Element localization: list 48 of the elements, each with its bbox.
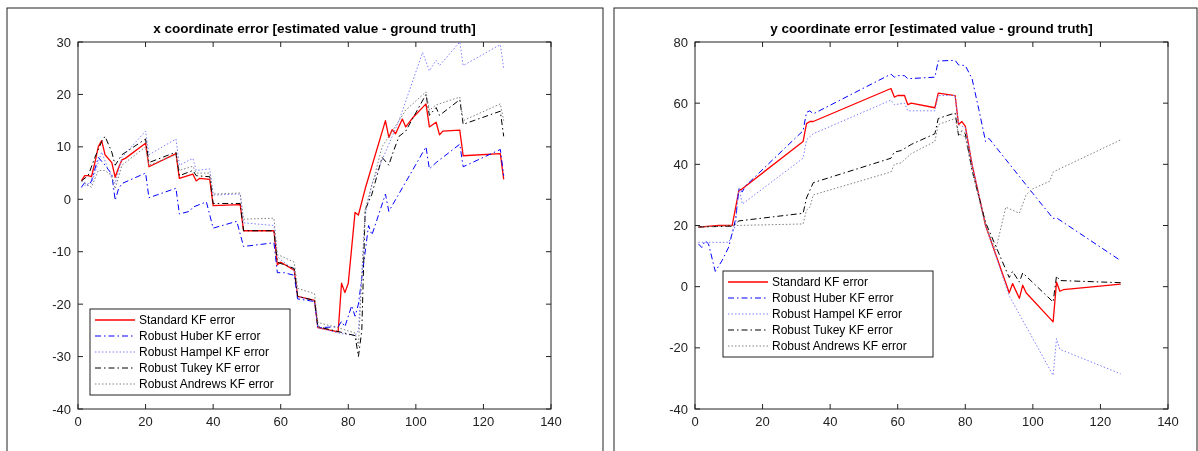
x-tick-label: 80 bbox=[341, 414, 356, 429]
line-series bbox=[697, 117, 1122, 251]
y-tick-label: 20 bbox=[673, 218, 688, 234]
y-tick-label: 20 bbox=[56, 86, 71, 102]
chart-title: y coordinate error [estimated value - ground truth] bbox=[770, 21, 1093, 36]
y-tick-label: -20 bbox=[52, 296, 71, 312]
line-series bbox=[697, 95, 1122, 376]
y-tick-label: 10 bbox=[56, 139, 71, 155]
legend-label: Robust Tukey KF error bbox=[772, 323, 893, 338]
x-tick-label: 0 bbox=[74, 414, 82, 429]
legend-label: Robust Hampel KF error bbox=[139, 345, 270, 360]
y-tick-label: -10 bbox=[52, 244, 71, 260]
y-tick-label: 80 bbox=[673, 34, 688, 50]
y-tick-label: 0 bbox=[680, 279, 688, 295]
x-tick-label: 100 bbox=[1022, 414, 1044, 429]
x-tick-label: 140 bbox=[1157, 414, 1179, 429]
line-series bbox=[80, 143, 505, 329]
chart-title: x coordinate error [estimated value - ground truth] bbox=[153, 21, 476, 36]
line-series bbox=[697, 112, 1122, 303]
x-tick-label: 100 bbox=[405, 414, 427, 429]
x-tick-label: 140 bbox=[540, 414, 562, 429]
legend-label: Robust Hampel KF error bbox=[772, 307, 903, 322]
x-tick-label: 60 bbox=[273, 414, 288, 429]
x-tick-label: 20 bbox=[755, 414, 770, 429]
x-tick-label: 40 bbox=[822, 414, 838, 429]
x-tick-label: 20 bbox=[138, 414, 153, 429]
y-tick-label: 40 bbox=[673, 156, 688, 172]
legend-label: Robust Tukey KF error bbox=[139, 361, 260, 376]
y-tick-label: -40 bbox=[52, 401, 71, 417]
y-tick-label: 0 bbox=[63, 191, 71, 207]
legend-label: Standard KF error bbox=[772, 275, 869, 290]
x-tick-label: 120 bbox=[472, 414, 495, 429]
y-tick-label: -30 bbox=[52, 349, 71, 365]
y-tick-label: 30 bbox=[56, 34, 71, 50]
x-tick-label: 60 bbox=[890, 414, 905, 429]
y-tick-label: 60 bbox=[673, 95, 688, 111]
legend-label: Robust Huber KF error bbox=[772, 291, 894, 306]
line-series bbox=[697, 59, 1122, 272]
legend-label: Standard KF error bbox=[139, 313, 236, 328]
legend-label: Robust Andrews KF error bbox=[139, 377, 274, 392]
legend-label: Robust Huber KF error bbox=[139, 329, 261, 344]
x-tick-label: 80 bbox=[958, 414, 973, 429]
y-tick-label: -40 bbox=[669, 401, 688, 417]
y-tick-label: -20 bbox=[669, 340, 688, 356]
x-tick-label: 120 bbox=[1089, 414, 1112, 429]
x-tick-label: 0 bbox=[691, 414, 699, 429]
x-tick-label: 40 bbox=[205, 414, 221, 429]
legend-label: Robust Andrews KF error bbox=[772, 339, 907, 354]
